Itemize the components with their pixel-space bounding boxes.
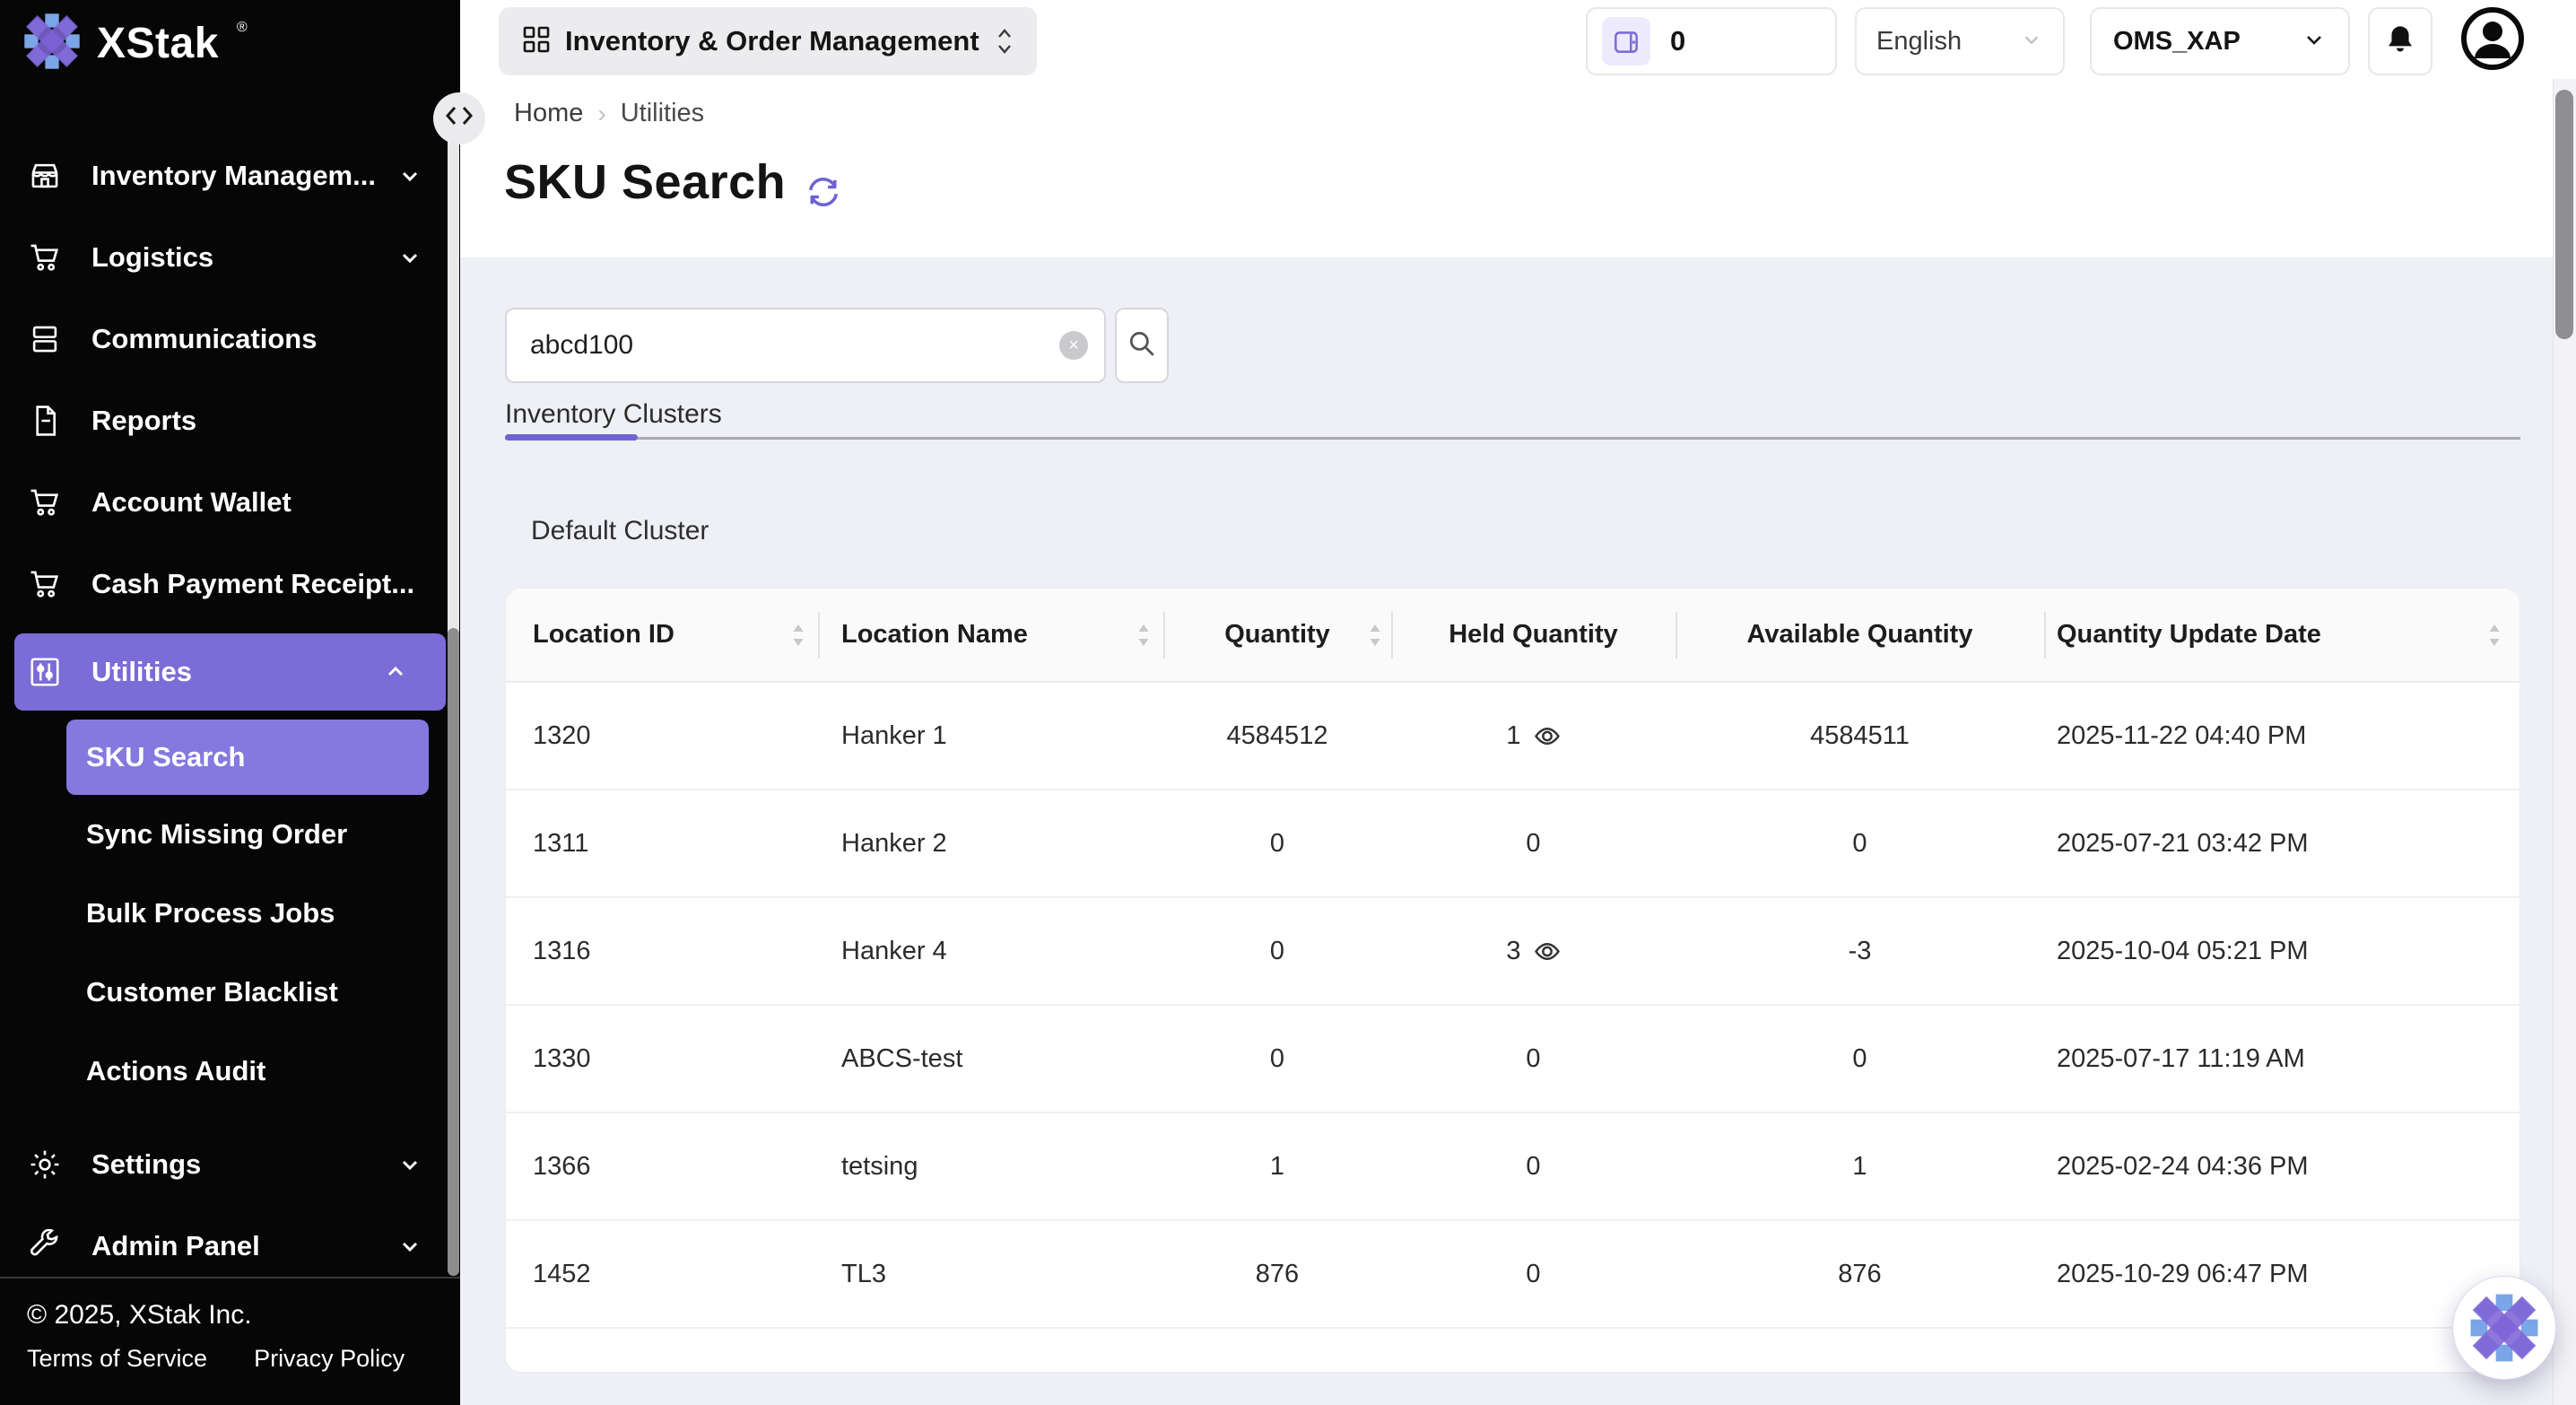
sort-icon[interactable]	[2487, 624, 2502, 647]
sort-icon[interactable]	[1136, 624, 1151, 647]
active-tab-indicator	[505, 434, 638, 441]
collapse-icon	[444, 104, 474, 134]
sidebar-scrollbar-thumb[interactable]	[448, 628, 459, 1276]
table-row: 1366 tetsing 1 0 1 2025-02-24 04:36 PM	[506, 1113, 2519, 1221]
sort-icon[interactable]	[791, 624, 805, 647]
file-icon	[27, 403, 63, 439]
sidebar: XStak ® Inventory Managem... Logistics	[0, 0, 460, 1405]
chevron-down-icon	[2020, 28, 2043, 56]
tab-inventory-clusters[interactable]: Inventory Clusters	[505, 399, 722, 429]
col-header-available-quantity[interactable]: Available Quantity	[1675, 589, 2044, 681]
gear-icon	[27, 1147, 63, 1182]
chevron-up-icon	[383, 659, 408, 685]
sidebar-scrollbar[interactable]	[448, 117, 459, 1276]
search-button[interactable]	[1115, 308, 1169, 383]
floating-brand-button[interactable]	[2452, 1276, 2556, 1380]
user-avatar[interactable]	[2461, 7, 2524, 70]
cart-icon	[27, 240, 63, 275]
language-value: English	[1876, 26, 1962, 56]
updown-caret-icon	[996, 26, 1014, 57]
chevron-down-icon	[397, 1234, 422, 1259]
col-header-quantity-update-date[interactable]: Quantity Update Date	[2044, 589, 2519, 681]
store-icon	[27, 158, 63, 194]
eye-icon[interactable]	[1534, 939, 1561, 964]
sidebar-subitem-sku-search[interactable]: SKU Search	[66, 720, 429, 795]
table-row: 1452 TL3 876 0 876 2025-10-29 06:47 PM	[506, 1221, 2519, 1329]
app-switcher-label: Inventory & Order Management	[565, 25, 979, 57]
sidebar-item-inventory-management[interactable]: Inventory Managem...	[0, 135, 460, 216]
clear-icon[interactable]: ×	[1059, 331, 1088, 360]
table-row: 1311 Hanker 2 0 0 0 2025-07-21 03:42 PM	[506, 790, 2519, 898]
notifications-button[interactable]	[2368, 7, 2432, 75]
table-header-row: Location ID Location Name Quantity Held …	[506, 589, 2519, 683]
sidebar-footer: © 2025, XStak Inc. Terms of Service Priv…	[0, 1277, 460, 1405]
app-switcher[interactable]: Inventory & Order Management	[499, 7, 1037, 75]
brand-reg: ®	[236, 19, 248, 35]
tab-divider	[505, 437, 2520, 440]
sidebar-item-communications[interactable]: Communications	[0, 298, 460, 380]
grid-icon	[522, 25, 551, 58]
main-content: × Inventory Clusters Default Cluster Loc…	[460, 257, 2576, 1405]
breadcrumb-separator: ›	[597, 99, 606, 127]
sidebar-subitem-customer-blacklist[interactable]: Customer Blacklist	[86, 976, 338, 1008]
server-icon	[27, 321, 63, 357]
language-select[interactable]: English	[1855, 7, 2065, 75]
table-row-partial	[506, 1329, 2519, 1372]
breadcrumb-home-link[interactable]: Home	[514, 99, 584, 127]
table-row: 1316 Hanker 4 0 3 -3 2025-10-04 05:21 PM	[506, 898, 2519, 1006]
logo-icon	[13, 2, 91, 81]
sidebar-collapse-button[interactable]	[433, 92, 485, 144]
col-header-location-name[interactable]: Location Name	[818, 589, 1163, 681]
inventory-table-card: Location ID Location Name Quantity Held …	[505, 588, 2520, 1373]
page-scrollbar-thumb[interactable]	[2555, 90, 2573, 339]
top-white-area: Inventory & Order Management 0 English O…	[460, 0, 2576, 257]
chevron-down-icon	[397, 245, 422, 270]
sidebar-item-cash-payment-receipt[interactable]: Cash Payment Receipt...	[0, 543, 460, 624]
sidebar-subitem-bulk-process-jobs[interactable]: Bulk Process Jobs	[86, 897, 335, 929]
search-icon	[1127, 328, 1157, 363]
chevron-down-icon	[397, 1152, 422, 1177]
brand-logo: XStak ®	[13, 2, 248, 81]
col-header-quantity[interactable]: Quantity	[1163, 589, 1391, 681]
table-row: 1320 Hanker 1 4584512 1 4584511 2025-11-…	[506, 683, 2519, 790]
cart-icon	[27, 484, 63, 520]
sidebar-subitem-sync-missing-order[interactable]: Sync Missing Order	[86, 818, 348, 850]
tenant-select[interactable]: OMS_XAP	[2090, 7, 2350, 75]
sidebar-item-utilities[interactable]: Utilities	[14, 633, 446, 711]
chevron-down-icon	[2302, 27, 2327, 57]
chevron-down-icon	[397, 163, 422, 188]
terms-of-service-link[interactable]: Terms of Service	[27, 1345, 208, 1372]
breadcrumb-current: Utilities	[620, 99, 705, 127]
sidebar-subitem-actions-audit[interactable]: Actions Audit	[86, 1055, 266, 1086]
copyright-text: © 2025, XStak Inc.	[27, 1300, 252, 1330]
wallet-balance-button[interactable]: 0	[1586, 7, 1837, 75]
wallet-icon	[1602, 17, 1650, 65]
bell-icon	[2384, 23, 2416, 60]
wallet-count: 0	[1670, 25, 1686, 57]
tenant-value: OMS_XAP	[2113, 26, 2241, 56]
sidebar-nav: Inventory Managem... Logistics Communica…	[0, 135, 460, 1287]
col-header-held-quantity[interactable]: Held Quantity	[1391, 589, 1675, 681]
eye-icon[interactable]	[1534, 724, 1561, 748]
sliders-icon	[27, 654, 63, 690]
sidebar-item-settings[interactable]: Settings	[0, 1123, 460, 1205]
page-title: SKU Search	[504, 155, 787, 209]
table-row: 1330 ABCS-test 0 0 0 2025-07-17 11:19 AM	[506, 1006, 2519, 1113]
refresh-icon[interactable]	[804, 172, 843, 212]
sku-search-input[interactable]	[505, 308, 1106, 383]
sidebar-item-logistics[interactable]: Logistics	[0, 216, 460, 298]
page-scrollbar[interactable]	[2553, 79, 2576, 1405]
cart-icon	[27, 566, 63, 602]
cluster-name: Default Cluster	[531, 516, 709, 545]
col-header-location-id[interactable]: Location ID	[506, 589, 818, 681]
sidebar-item-account-wallet[interactable]: Account Wallet	[0, 461, 460, 543]
sort-icon[interactable]	[1368, 624, 1382, 647]
privacy-policy-link[interactable]: Privacy Policy	[254, 1345, 405, 1372]
sidebar-item-admin-panel[interactable]: Admin Panel	[0, 1205, 460, 1287]
wrench-icon	[27, 1228, 63, 1264]
breadcrumb: Home › Utilities	[514, 99, 704, 128]
brand-name: XStak	[97, 20, 219, 67]
sidebar-item-reports[interactable]: Reports	[0, 380, 460, 461]
